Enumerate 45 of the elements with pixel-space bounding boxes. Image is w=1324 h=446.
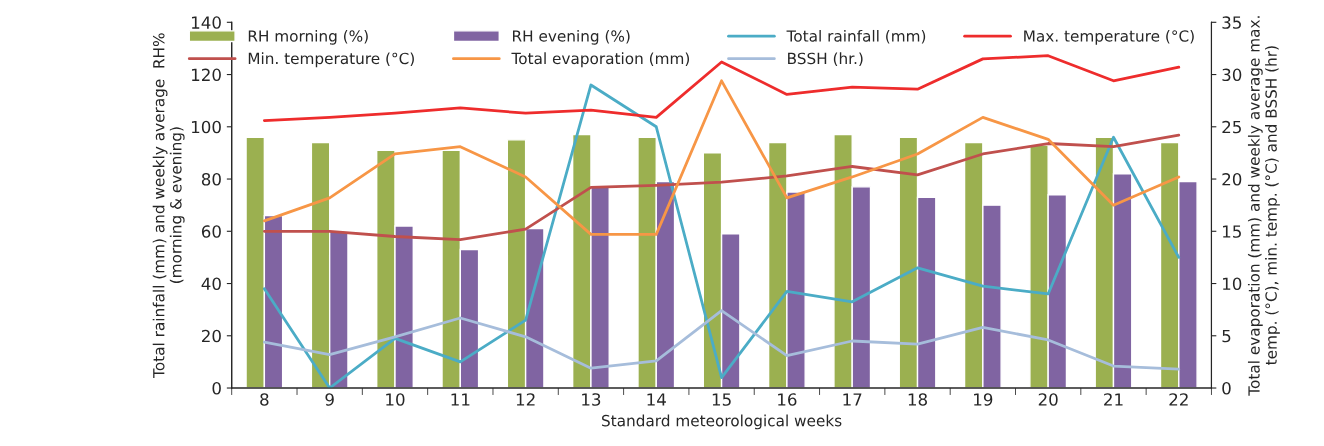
y2-tick-label: 0 bbox=[1222, 381, 1231, 395]
y2-axis-title: Total evaporation (mm) and weekly average max. temp. (°C), min. temp. (°C) and BSSH (hr) bbox=[1247, 16, 1280, 396]
legend-label: BSSH (hr.) bbox=[788, 52, 863, 66]
y-tick-label: 120 bbox=[192, 68, 221, 82]
y2-tick-label: 35 bbox=[1222, 16, 1241, 29]
x-tick-label: 20 bbox=[1038, 393, 1058, 406]
x-tick-label: 15 bbox=[712, 393, 731, 406]
x-tick-label: 13 bbox=[582, 393, 601, 406]
y-tick-label: 20 bbox=[201, 329, 221, 343]
y-tick-label: 60 bbox=[201, 225, 221, 238]
x-tick-label: 11 bbox=[451, 393, 470, 406]
x-tick-label: 8 bbox=[260, 393, 269, 406]
x-tick-label: 14 bbox=[647, 393, 666, 406]
x-tick-label: 10 bbox=[386, 393, 405, 406]
y-axis-title: Total rainfall (mm) and weekly average RH% (morning & evening) bbox=[152, 33, 185, 378]
legend-label: Min. temperature (°C) bbox=[248, 52, 414, 68]
x-tick-label: 12 bbox=[516, 393, 535, 406]
y-tick-label: 40 bbox=[201, 277, 221, 291]
x-tick-label: 17 bbox=[843, 393, 862, 406]
x-tick-label: 21 bbox=[1104, 393, 1123, 406]
x-tick-label: 16 bbox=[778, 393, 797, 406]
legend-label: Total rainfall (mm) bbox=[786, 29, 926, 44]
y2-tick-label: 15 bbox=[1223, 225, 1241, 238]
line-series bbox=[262, 309, 1181, 371]
y2-tick-label: 20 bbox=[1222, 173, 1242, 186]
line-series bbox=[262, 79, 1181, 236]
x-tick-label: 19 bbox=[974, 393, 993, 406]
line-series bbox=[262, 83, 1181, 389]
y-tick-label: 80 bbox=[201, 173, 221, 186]
legend-label: RH morning (%) bbox=[248, 29, 368, 45]
y2-tick-label: 5 bbox=[1222, 329, 1231, 343]
legend-label: RH evening (%) bbox=[513, 29, 630, 45]
y2-tick-label: 10 bbox=[1223, 277, 1242, 291]
x-tick-label: 22 bbox=[1169, 393, 1188, 406]
x-tick-label: 9 bbox=[325, 393, 334, 406]
y-tick-label: 140 bbox=[192, 16, 221, 29]
y2-tick-label: 25 bbox=[1222, 120, 1241, 134]
legend-label: Max. temperature (°C) bbox=[1024, 29, 1194, 45]
y-tick-label: 0 bbox=[212, 381, 221, 395]
legend-label: Total evaporation (mm) bbox=[511, 52, 690, 68]
y-tick-label: 100 bbox=[192, 120, 221, 134]
x-axis-title: Standard meteorological weeks bbox=[602, 414, 842, 430]
x-tick-label: 18 bbox=[908, 393, 927, 406]
y2-tick-label: 30 bbox=[1222, 68, 1242, 82]
line-series bbox=[262, 133, 1181, 242]
